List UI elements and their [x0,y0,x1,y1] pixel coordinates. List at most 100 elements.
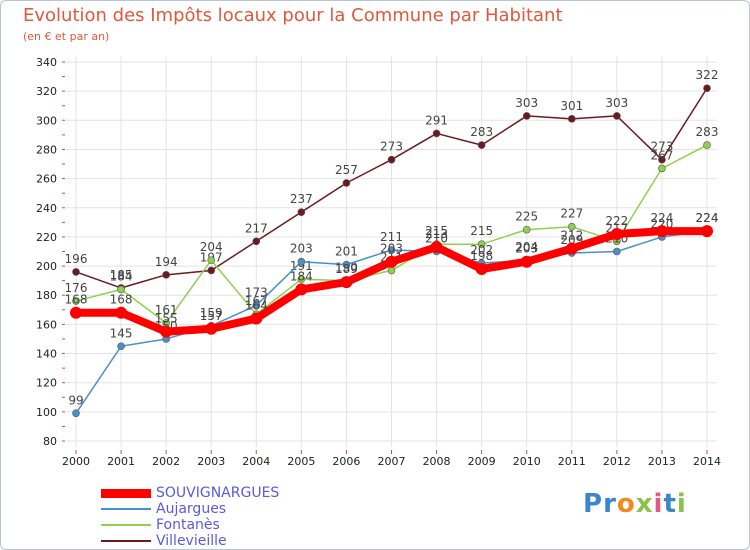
data-label: 184 [110,269,133,283]
data-label: 267 [650,148,673,162]
data-point [297,275,306,283]
data-point [703,84,711,93]
data-label: 196 [65,252,88,266]
data-label: 303 [605,96,628,110]
data-label: 224 [696,211,719,225]
x-tick-label: 2004 [242,455,270,468]
legend-label: Villevieille [156,533,227,549]
data-point [250,312,263,325]
x-tick-label: 2012 [603,455,631,468]
data-label: 201 [335,245,358,259]
data-point [252,301,261,310]
data-point [567,222,576,231]
data-label: 291 [425,113,448,127]
x-tick-label: 2013 [648,455,676,468]
x-tick-label: 2003 [197,455,225,468]
y-tick-label: 240 [36,202,57,215]
data-point [701,225,713,238]
data-point [205,322,218,335]
logo-letter: i [653,489,664,519]
x-tick-label: 2002 [152,455,180,468]
data-label: 213 [425,227,448,241]
data-point [385,255,398,268]
data-point [297,257,306,266]
data-point [387,155,396,164]
series-souvignargues: 168 168 155 157 164 184 189 203 213 198 203 212 222 2… [65,211,718,338]
y-tick-label: 320 [36,85,57,98]
chart-title: Evolution des Impôts locaux pour la Comm… [23,5,563,26]
data-point [160,325,173,338]
data-label: 202 [470,243,493,257]
data-label: 222 [605,214,628,228]
data-point [522,225,531,234]
logo-letter: i [676,489,687,519]
y-tick-label: 140 [36,348,57,361]
data-point [72,409,80,418]
data-label: 273 [380,140,403,154]
y-tick-label: 120 [36,377,57,390]
legend-swatch [101,524,151,526]
data-label: 257 [335,163,358,177]
y-tick-label: 260 [36,173,57,186]
data-label: 161 [155,303,178,317]
y-tick-label: 80 [43,435,57,448]
data-point [252,237,261,246]
data-point [342,179,351,187]
data-point [658,164,666,173]
x-tick-label: 2008 [423,455,451,468]
y-tick-label: 160 [36,318,57,331]
legend-swatch [101,508,151,510]
x-tick-label: 2001 [107,455,135,468]
data-label: 283 [470,125,493,139]
data-label: 215 [425,224,448,238]
data-label: 185 [110,268,133,282]
data-point [475,262,488,275]
data-point [117,285,125,294]
legend-label: SOUVIGNARGUES [156,485,280,501]
data-label: 203 [380,242,403,256]
x-tick-label: 2006 [332,455,360,468]
data-point [522,112,531,120]
data-label: 189 [335,262,358,276]
legend-item: Villevieille [101,533,321,549]
data-point [387,266,396,275]
data-point [295,283,308,296]
y-tick-label: 100 [36,406,57,419]
data-label: 203 [290,242,313,256]
data-point [520,255,533,268]
data-label: 203 [515,242,538,256]
data-label: 217 [245,221,268,235]
data-label: 164 [245,299,268,313]
data-label: 168 [110,293,133,307]
data-point [432,129,441,138]
data-point [610,228,623,241]
legend-swatch [101,488,151,498]
legend: SOUVIGNARGUES Aujargues Fontanès Villevieil… [101,485,321,549]
legend-item: SOUVIGNARGUES [101,485,321,501]
data-label: 198 [470,249,493,263]
data-label: 224 [650,211,673,225]
data-point [342,260,351,269]
x-tick-label: 2009 [468,455,496,468]
data-point [340,276,353,289]
legend-item: Fontanès [101,517,321,533]
legend-label: Fontanès [156,517,220,533]
data-label: 159 [200,306,223,320]
data-label: 301 [560,99,583,113]
data-label: 225 [515,210,538,224]
chart-subtitle: (en € et par an) [23,30,110,43]
logo-letter: r [603,489,617,519]
data-point [297,208,306,216]
data-label: 283 [696,125,719,139]
data-label: 176 [65,281,88,295]
data-point [613,247,621,256]
data-point [387,246,396,254]
data-label: 322 [696,68,719,82]
data-point [477,240,486,249]
x-tick-label: 2010 [513,455,541,468]
data-point [567,115,576,123]
data-point [207,266,216,275]
logo-letter: t [663,489,677,519]
